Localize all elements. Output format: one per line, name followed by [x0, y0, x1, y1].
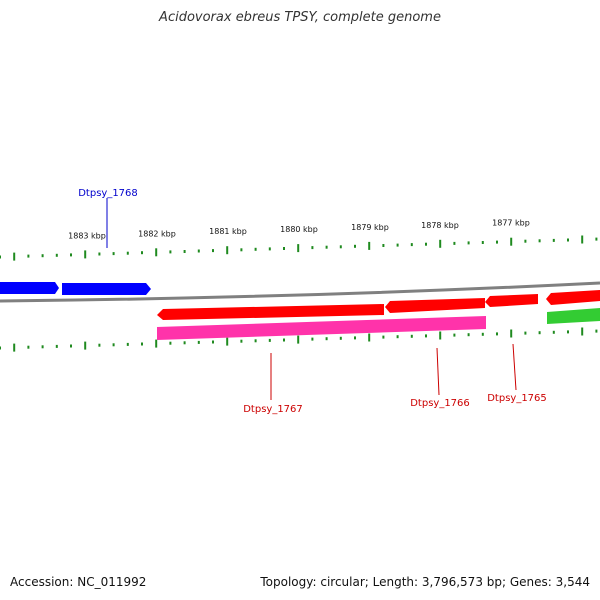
- accession-text: Accession: NC_011992: [10, 575, 147, 589]
- gene-arrow-red-right[interactable]: [546, 290, 600, 305]
- ticks-top: [0, 235, 598, 261]
- scale-label: 1877 kbp: [492, 219, 530, 228]
- gene-label-dtpsy-1768: Dtpsy_1768: [78, 188, 138, 199]
- gene-label-dtpsy-1767: Dtpsy_1767: [243, 404, 303, 415]
- gene-label-dtpsy-1766: Dtpsy_1766: [410, 398, 470, 409]
- lower-strand-features: [157, 290, 600, 340]
- scale-label: 1879 kbp: [351, 223, 389, 232]
- gene-label-dtpsy-1765: Dtpsy_1765: [487, 393, 547, 404]
- leader-dtpsy-1765: [512, 343, 517, 391]
- scale-label: 1883 kbp: [68, 231, 106, 240]
- genome-summary-text: Topology: circular; Length: 3,796,573 bp…: [260, 575, 590, 589]
- gene-arrow-red-1765[interactable]: [485, 294, 538, 307]
- scale-label: 1882 kbp: [138, 229, 176, 238]
- gene-arrow-red-1767[interactable]: [157, 304, 384, 320]
- scale-labels: 1883 kbp 1882 kbp 1881 kbp 1880 kbp 1879 kbp…: [68, 219, 530, 241]
- scale-label: 1881 kbp: [209, 227, 247, 236]
- ticks-bottom: [0, 327, 598, 352]
- gene-arrow-blue-2[interactable]: [62, 283, 151, 295]
- gene-bar-pink[interactable]: [157, 316, 486, 340]
- gene-arrow-red-1766[interactable]: [385, 298, 485, 313]
- upper-strand-features: [0, 282, 151, 295]
- gene-bar-green[interactable]: [547, 308, 600, 324]
- genome-backbone: [0, 281, 600, 303]
- scale-label: 1878 kbp: [421, 221, 459, 230]
- page-title: Acidovorax ebreus TPSY, complete genome: [159, 10, 441, 25]
- gene-arrow-blue-1[interactable]: [0, 282, 59, 294]
- leader-dtpsy-1766: [436, 347, 440, 396]
- scale-label: 1880 kbp: [280, 225, 318, 234]
